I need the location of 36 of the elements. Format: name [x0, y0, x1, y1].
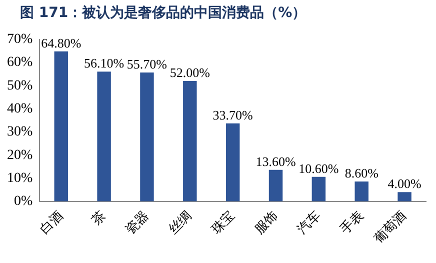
- y-tick-label: 40%: [6, 101, 33, 116]
- bar: [97, 72, 111, 202]
- x-tick-label: 葡萄酒: [372, 208, 410, 247]
- bar: [226, 123, 240, 202]
- bar: [354, 181, 368, 202]
- x-tick-label: 手表: [338, 208, 367, 238]
- bar: [183, 81, 197, 202]
- x-tick-label: 白酒: [37, 208, 66, 238]
- data-label: 56.10%: [84, 55, 124, 70]
- y-tick-label: 30%: [6, 124, 33, 140]
- data-label: 33.70%: [212, 107, 254, 122]
- data-label: 13.60%: [256, 154, 296, 169]
- y-tick-label: 70%: [6, 32, 33, 48]
- bar: [54, 51, 68, 202]
- x-tick-label: 瓷器: [123, 208, 152, 238]
- data-label: 64.80%: [41, 35, 82, 50]
- bar: [312, 176, 326, 202]
- chart-title: 图 171：被认为是奢侈品的中国消费品（%）: [20, 4, 306, 22]
- x-tick-label: 茶: [89, 208, 110, 228]
- y-tick-label: 0%: [14, 194, 33, 210]
- x-tick-label: 服饰: [252, 208, 281, 238]
- bar: [398, 192, 412, 202]
- bar: [268, 170, 283, 202]
- x-tick-label: 汽车: [294, 208, 324, 238]
- data-label: 55.70%: [126, 56, 168, 72]
- x-tick-label: 珠宝: [208, 208, 238, 238]
- y-tick-label: 50%: [6, 78, 33, 94]
- data-label: 10.60%: [298, 160, 339, 176]
- data-label: 8.60%: [344, 165, 379, 180]
- bar: [140, 72, 154, 202]
- data-label: 4.00%: [388, 176, 422, 192]
- data-label: 52.00%: [170, 64, 210, 80]
- y-tick-label: 20%: [6, 148, 33, 163]
- y-tick-label: 10%: [6, 170, 33, 186]
- y-tick-label: 60%: [6, 55, 33, 70]
- x-tick-label: 丝绸: [166, 208, 196, 238]
